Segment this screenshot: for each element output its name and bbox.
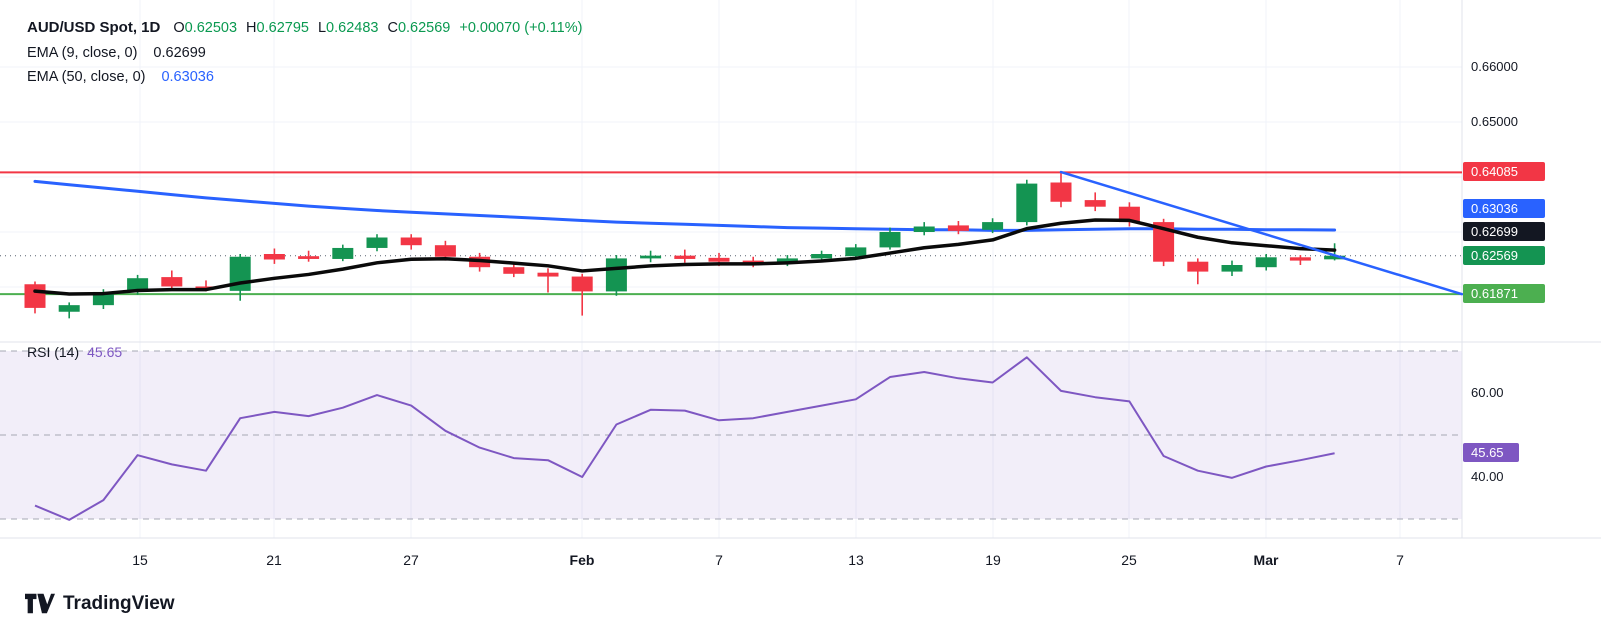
change-value: +0.00070 (+0.11%): [459, 20, 583, 36]
rsi-value: 45.65: [87, 344, 123, 360]
time-axis-label: 13: [848, 552, 864, 568]
symbol-legend: AUD/USD Spot, 1D O0.62503 H0.62795 L0.62…: [27, 20, 582, 95]
ema9-row[interactable]: EMA (9, close, 0) 0.62699: [27, 44, 582, 61]
time-axis-label: Mar: [1253, 552, 1279, 568]
low-label: L: [317, 20, 327, 36]
ema50-row[interactable]: EMA (50, close, 0) 0.63036: [27, 70, 582, 85]
ema9-value: 0.62699: [153, 44, 206, 61]
rsi-label: RSI (14): [27, 344, 80, 360]
rsi-legend[interactable]: RSI (14) 45.65: [27, 344, 122, 360]
high-label: H: [246, 20, 257, 36]
open-token: O0.62503: [173, 21, 237, 36]
price-badge-support: 0.61871: [1463, 284, 1545, 303]
open-label: O: [173, 20, 185, 36]
rsi-scale-label: 40.00: [1471, 469, 1504, 484]
symbol-title[interactable]: AUD/USD Spot, 1D: [27, 19, 161, 36]
time-axis-label: 21: [266, 552, 282, 568]
rsi-scale-label: 60.00: [1471, 385, 1504, 400]
time-axis-label: 15: [132, 552, 148, 568]
rsi-badge: 45.65: [1463, 443, 1519, 462]
tradingview-logo-text: TradingView: [63, 592, 175, 614]
time-axis-label: 7: [1396, 552, 1404, 568]
price-badge-last-price: 0.62569: [1463, 246, 1545, 265]
ema50-value: 0.63036: [161, 69, 214, 85]
open-value: 0.62503: [184, 20, 238, 36]
price-badge-resistance: 0.64085: [1463, 162, 1545, 181]
price-badge-ema50: 0.63036: [1463, 199, 1545, 218]
close-label: C: [387, 20, 398, 36]
price-scale-label: 0.66000: [1471, 59, 1518, 74]
time-axis-label: 19: [985, 552, 1001, 568]
price-scale-label: 0.65000: [1471, 114, 1518, 129]
time-axis-label: Feb: [569, 552, 595, 568]
high-value: 0.62795: [256, 20, 309, 36]
close-token: C0.62569: [387, 21, 450, 36]
ema50-label: EMA (50, close, 0): [27, 69, 146, 85]
symbol-row: AUD/USD Spot, 1D O0.62503 H0.62795 L0.62…: [27, 20, 582, 36]
time-axis-label: 7: [715, 552, 723, 568]
high-token: H0.62795: [246, 21, 309, 36]
tradingview-logo[interactable]: TradingView: [25, 591, 175, 616]
time-axis-label: 27: [403, 552, 419, 568]
low-token: L0.62483: [318, 21, 379, 36]
tradingview-mark-icon: [25, 591, 55, 616]
ema9-label: EMA (9, close, 0): [27, 44, 138, 61]
time-axis-label: 25: [1121, 552, 1137, 568]
low-value: 0.62483: [326, 20, 379, 36]
close-value: 0.62569: [397, 20, 451, 36]
price-badge-ema9: 0.62699: [1463, 222, 1545, 241]
